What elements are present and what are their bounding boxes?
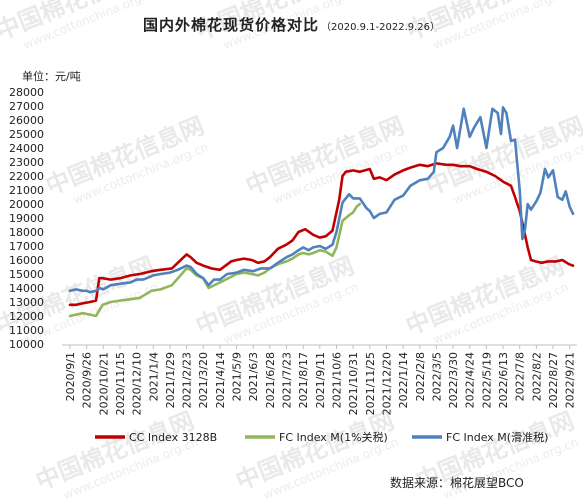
y-tick-label: 19000 [9,212,44,225]
chart-title-wrap: 国内外棉花现货价格对比 （2020.9.1-2022.9.26） [0,14,583,35]
y-tick-label: 23000 [9,156,44,169]
x-tick-label: 2021/12/20 [380,352,393,415]
y-tick-label: 13000 [9,296,44,309]
y-tick-label: 26000 [9,114,44,127]
x-tick-label: 2022/9/21 [564,352,577,408]
legend-item: FC Index M(1%关税) [245,430,388,444]
y-tick-label: 16000 [9,254,44,267]
x-tick-label: 2021/9/11 [314,352,327,408]
x-tick-label: 2021/3/20 [197,352,210,408]
x-tick-label: 2022/7/8 [514,352,527,401]
x-tick-label: 2020/11/15 [114,352,127,415]
x-tick-label: 2022/3/30 [447,352,460,408]
x-tick-label: 2022/5/19 [480,352,493,408]
legend-item: CC Index 3128B [95,431,217,444]
x-tick-label: 2022/8/2 [530,352,543,401]
x-tick-label: 2021/6/28 [264,352,277,408]
x-tick-label: 2021/7/23 [281,352,294,408]
x-tick-label: 2021/6/3 [247,352,260,401]
y-tick-label: 15000 [9,268,44,281]
data-source-label: 数据来源：棉花展望BCO [390,476,524,490]
series-line-3 [68,106,575,294]
x-tick-label: 2021/4/14 [214,352,227,408]
series-line-1 [68,162,575,307]
y-tick-label: 11000 [9,324,44,337]
legend-label: FC Index M(1%关税) [279,430,388,444]
x-tick-label: 2020/10/21 [97,352,110,415]
x-tick-label: 2021/1/29 [164,352,177,408]
y-tick-label: 28000 [9,86,44,99]
x-tick-label: 2022/3/5 [430,352,443,401]
y-tick-label: 25000 [9,128,44,141]
x-tick-label: 2022/1/14 [397,352,410,408]
y-axis-ticks: 1000011000120001300014000150001600017000… [9,86,44,351]
series-line-2 [68,202,362,318]
x-tick-label: 2020/12/10 [131,352,144,415]
x-tick-label: 2021/8/17 [297,352,310,408]
x-tick-label: 2021/10/6 [330,352,343,408]
x-tick-label: 2021/10/31 [347,352,360,415]
chart-subtitle: （2020.9.1-2022.9.26） [320,22,441,33]
x-tick-label: 2021/1/4 [147,352,160,401]
y-tick-label: 12000 [9,310,44,323]
y-axis-unit-label: 单位：元/吨 [22,70,81,83]
y-tick-label: 10000 [9,338,44,351]
x-tick-label: 2022/2/8 [414,352,427,401]
y-tick-label: 17000 [9,240,44,253]
y-tick-label: 20000 [9,198,44,211]
x-tick-label: 2020/9/26 [81,352,94,408]
x-tick-label: 2022/6/13 [497,352,510,408]
x-tick-label: 2020/9/1 [64,352,77,401]
y-tick-label: 14000 [9,282,44,295]
y-tick-label: 21000 [9,184,44,197]
x-tick-label: 2021/2/23 [181,352,194,408]
y-tick-label: 24000 [9,142,44,155]
x-tick-label: 2021/11/25 [364,352,377,415]
x-axis: 2020/9/1 2020/9/26 2020/10/21 2020/11/15 202… [62,344,577,415]
legend-label: FC Index M(滑准税) [446,430,548,444]
y-tick-label: 18000 [9,226,44,239]
legend-item: FC Index M(滑准税) [412,430,548,444]
x-tick-label: 2022/4/24 [464,352,477,408]
legend-label: CC Index 3128B [129,431,217,444]
chart-title: 国内外棉花现货价格对比 [142,16,319,34]
x-tick-label: 2021/5/9 [231,352,244,401]
series-lines [68,106,575,318]
y-tick-label: 27000 [9,100,44,113]
legend: CC Index 3128B FC Index M(1%关税) FC Index M… [95,430,548,444]
x-tick-label: 2022/8/27 [547,352,560,408]
y-tick-label: 22000 [9,170,44,183]
